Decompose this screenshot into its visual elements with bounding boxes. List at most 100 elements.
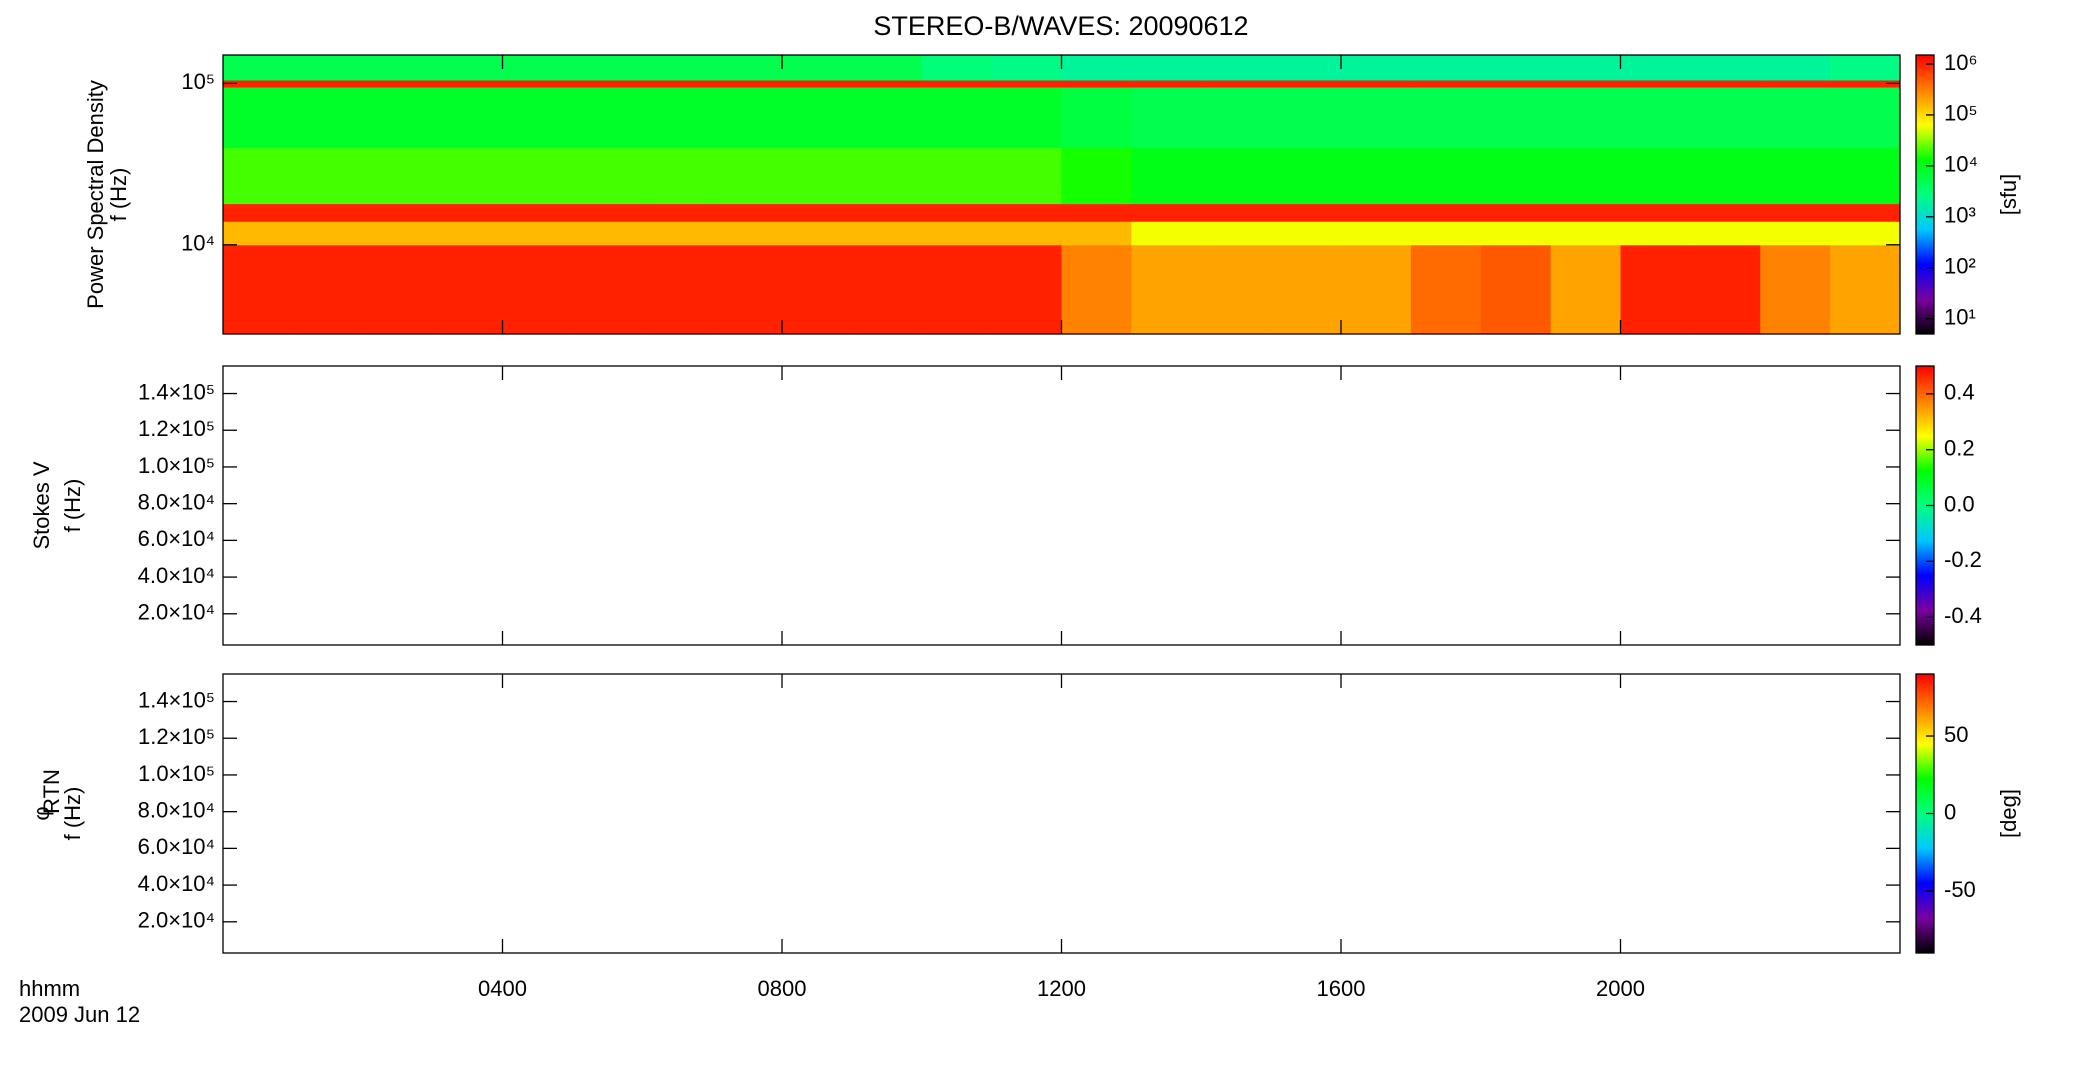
heatmap-cell	[292, 79, 364, 88]
colorbar-tick-label: -50	[1944, 877, 1976, 902]
y-tick-label: 1.0×10⁵	[138, 761, 215, 786]
heatmap-cell	[1690, 244, 1761, 335]
y-tick-label: 8.0×10⁴	[138, 797, 215, 822]
heatmap-cell	[572, 244, 643, 335]
heatmap-cell	[1410, 87, 1482, 149]
heatmap-cell	[1690, 55, 1761, 81]
heatmap-cell	[223, 87, 294, 149]
heatmap-cell	[1550, 221, 1621, 246]
heatmap-cell	[292, 55, 364, 81]
heatmap-cell	[432, 55, 503, 81]
colorbar-tick-label: 10⁵	[1944, 101, 1978, 126]
heatmap-cell	[432, 79, 503, 88]
heatmap-cell	[1131, 79, 1202, 88]
y-tick-label: 1.2×10⁵	[138, 416, 215, 441]
y-tick-label: 2.0×10⁴	[138, 600, 215, 625]
heatmap-cell	[1341, 221, 1412, 246]
y-tick-label: 1.4×10⁵	[138, 379, 215, 404]
heatmap-cell	[1131, 221, 1202, 246]
heatmap-cell	[921, 147, 993, 205]
heatmap-cell	[782, 244, 853, 335]
heatmap-cell	[1480, 79, 1552, 88]
heatmap-cell	[1201, 79, 1272, 88]
colorbar-tick-label: 10³	[1944, 203, 1976, 228]
heatmap-cell	[1480, 87, 1552, 149]
heatmap-cell	[1620, 221, 1691, 246]
heatmap-cell	[921, 221, 993, 246]
heatmap-cell	[1480, 221, 1552, 246]
heatmap-cell	[1760, 244, 1831, 335]
heatmap-cell	[1341, 147, 1412, 205]
heatmap-cell	[1760, 221, 1831, 246]
heatmap-cell	[1480, 55, 1552, 81]
heatmap-cell	[1760, 79, 1831, 88]
y-tick-label: 8.0×10⁴	[138, 489, 215, 514]
y-tick-label: 10⁴	[181, 231, 215, 256]
heatmap-cell	[1760, 87, 1831, 149]
heatmap-cell	[572, 203, 643, 222]
x-tick-label: 0400	[478, 976, 527, 1001]
heatmap-cell	[1201, 203, 1272, 222]
heatmap-cell	[1131, 203, 1202, 222]
heatmap-cell	[921, 87, 993, 149]
heatmap-cell	[991, 79, 1062, 88]
heatmap-cell	[921, 55, 993, 81]
heatmap-cell	[1271, 221, 1342, 246]
x-tick-label: 1200	[1037, 976, 1086, 1001]
heatmap-cell	[1061, 244, 1132, 335]
heatmap-cell	[1760, 203, 1831, 222]
heatmap-cell	[1550, 79, 1621, 88]
heatmap-cell	[1690, 87, 1761, 149]
heatmap-cell	[502, 79, 573, 88]
heatmap-cell	[642, 203, 713, 222]
heatmap-cell	[1271, 87, 1342, 149]
heatmap-cell	[362, 203, 434, 222]
heatmap-cell	[1620, 87, 1691, 149]
heatmap-cell	[292, 203, 364, 222]
heatmap-cell	[1131, 147, 1202, 205]
heatmap-cell	[1061, 87, 1132, 149]
heatmap-cell	[1480, 147, 1552, 205]
heatmap-cell	[1830, 203, 1901, 222]
heatmap-cell	[572, 147, 643, 205]
colorbar-tick-label: 0.2	[1944, 436, 1975, 461]
heatmap-cell	[502, 203, 573, 222]
heatmap-cell	[1690, 79, 1761, 88]
y-axis-label: Stokes V	[29, 461, 54, 549]
heatmap-cell	[782, 203, 853, 222]
colorbar-label: [deg]	[1996, 789, 2021, 838]
heatmap-cell	[851, 147, 923, 205]
heatmap-cell	[292, 244, 364, 335]
colorbar	[1915, 54, 1935, 335]
heatmap-cell	[1830, 87, 1901, 149]
heatmap-cell	[1131, 87, 1202, 149]
heatmap-cell	[991, 55, 1062, 81]
y-axis-label: f (Hz)	[106, 168, 131, 222]
heatmap-cell	[1410, 79, 1482, 88]
heatmap-cell	[921, 244, 993, 335]
heatmap-cell	[292, 87, 364, 149]
heatmap-cell	[1061, 79, 1132, 88]
heatmap-cell	[991, 87, 1062, 149]
heatmap-cell	[1061, 55, 1132, 81]
heatmap-cell	[502, 244, 573, 335]
heatmap-cell	[1620, 147, 1691, 205]
heatmap-cell	[1550, 55, 1621, 81]
heatmap-cell	[1061, 221, 1132, 246]
heatmap-cell	[1410, 55, 1482, 81]
heatmap-cell	[1131, 244, 1202, 335]
y-tick-label: 1.0×10⁵	[138, 453, 215, 478]
heatmap-cell	[782, 87, 853, 149]
heatmap-cell	[502, 221, 573, 246]
colorbar-tick-label: 50	[1944, 722, 1968, 747]
heatmap-cell	[642, 87, 713, 149]
heatmap-cell	[1830, 79, 1901, 88]
heatmap-cell	[1550, 244, 1621, 335]
heatmap-cell	[362, 244, 434, 335]
heatmap-cell	[991, 244, 1062, 335]
colorbar-tick-label: 0.0	[1944, 491, 1975, 516]
heatmap-cell	[1271, 55, 1342, 81]
heatmap-cell	[1131, 55, 1202, 81]
colorbar-tick-label: 10⁶	[1944, 50, 1978, 75]
